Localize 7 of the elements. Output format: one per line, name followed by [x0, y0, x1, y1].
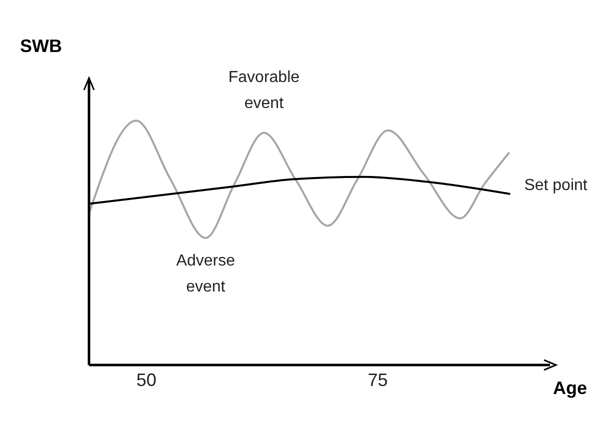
annotation: Adverse event	[176, 252, 236, 296]
annotation: Favorable event	[228, 69, 300, 112]
series-label: Set point	[524, 177, 588, 194]
x-tick-label: 75	[368, 370, 388, 390]
x-tick-label: 50	[136, 370, 156, 390]
x-axis-title: Age	[553, 378, 588, 399]
y-axis-title: SWB	[20, 36, 62, 57]
